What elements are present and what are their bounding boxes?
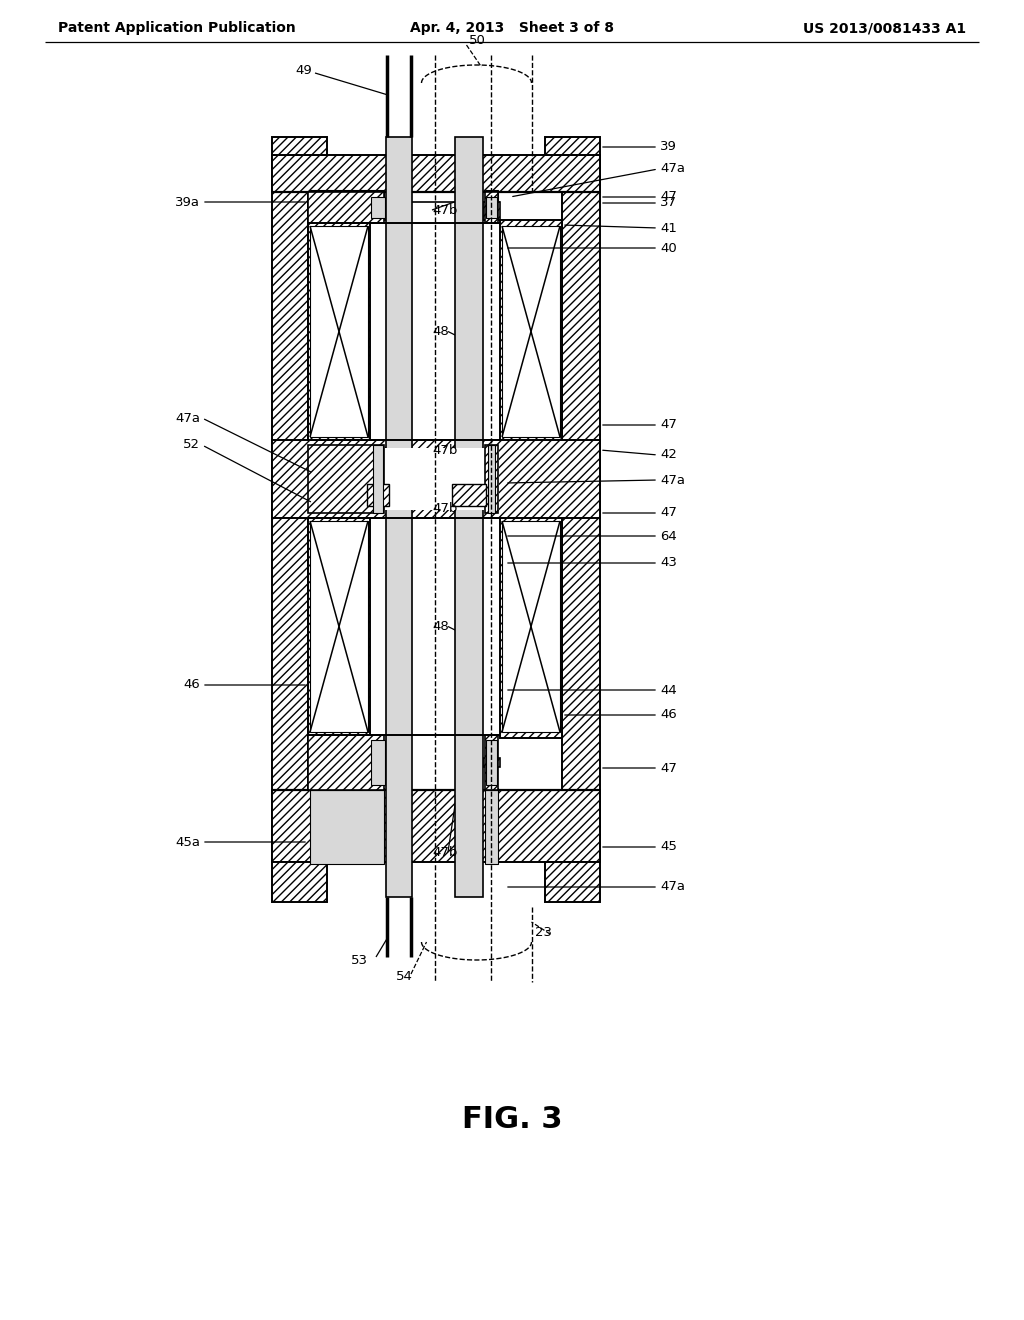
Text: 47: 47 [660, 190, 677, 203]
Text: US 2013/0081433 A1: US 2013/0081433 A1 [803, 21, 966, 36]
Bar [308, 735, 384, 789]
Text: 47a: 47a [175, 412, 200, 425]
Bar [272, 789, 600, 862]
Text: 43: 43 [660, 557, 677, 569]
Text: 47b: 47b [432, 846, 458, 858]
Bar [272, 154, 600, 191]
Bar [545, 862, 600, 902]
Bar [562, 154, 600, 862]
Text: 45: 45 [660, 841, 677, 854]
Text: 53: 53 [351, 953, 368, 966]
Text: 52: 52 [183, 438, 200, 451]
Bar [488, 445, 495, 513]
Text: 47a: 47a [660, 162, 685, 176]
Text: 50: 50 [469, 33, 485, 46]
Bar [485, 445, 498, 513]
Bar [485, 735, 498, 789]
Text: 39: 39 [660, 140, 677, 153]
Bar [545, 137, 600, 154]
Bar [452, 484, 486, 506]
Text: 47: 47 [660, 418, 677, 432]
Text: 42: 42 [660, 449, 677, 462]
Bar [483, 202, 500, 220]
Text: 47: 47 [660, 762, 677, 775]
Text: 47a: 47a [660, 880, 685, 894]
Bar [308, 191, 384, 223]
Bar [373, 445, 383, 513]
Text: FIG. 3: FIG. 3 [462, 1106, 562, 1134]
Bar [485, 191, 498, 223]
Bar [367, 484, 389, 506]
Bar [272, 440, 600, 517]
Bar [486, 197, 497, 218]
Text: 44: 44 [660, 684, 677, 697]
Bar [310, 521, 368, 733]
Bar [272, 137, 327, 154]
Text: 46: 46 [660, 709, 677, 722]
Text: 48: 48 [432, 620, 449, 634]
Bar [371, 197, 385, 218]
Bar [308, 220, 370, 738]
Text: 64: 64 [660, 529, 677, 543]
Text: 47: 47 [660, 507, 677, 520]
Bar [272, 862, 327, 902]
Text: 40: 40 [660, 242, 677, 255]
Text: 47b: 47b [432, 203, 458, 216]
Bar [483, 758, 500, 767]
Text: 41: 41 [660, 222, 677, 235]
Bar [310, 788, 384, 865]
Text: 47b: 47b [432, 502, 458, 515]
Text: 39a: 39a [175, 195, 200, 209]
Text: 54: 54 [396, 970, 413, 983]
Text: 45a: 45a [175, 836, 200, 849]
Bar [308, 758, 386, 767]
Bar [310, 190, 384, 205]
Text: 47b: 47b [432, 444, 458, 457]
Bar [272, 154, 308, 862]
Text: 49: 49 [295, 63, 312, 77]
Bar [485, 788, 498, 865]
Text: 23: 23 [535, 925, 552, 939]
Text: 46: 46 [183, 678, 200, 692]
Bar [502, 226, 560, 437]
Bar [310, 226, 368, 437]
Text: Apr. 4, 2013   Sheet 3 of 8: Apr. 4, 2013 Sheet 3 of 8 [410, 21, 614, 36]
Bar [502, 521, 560, 733]
Text: 48: 48 [432, 325, 449, 338]
Text: 37: 37 [660, 197, 677, 210]
Bar [371, 741, 385, 785]
Bar [500, 220, 562, 738]
Bar [308, 202, 386, 220]
Bar [309, 447, 499, 510]
Bar [486, 741, 497, 785]
Text: Patent Application Publication: Patent Application Publication [58, 21, 296, 36]
Bar [455, 137, 483, 898]
Bar [386, 137, 412, 898]
Text: 47a: 47a [660, 474, 685, 487]
Bar [308, 445, 384, 513]
Bar [485, 190, 498, 205]
